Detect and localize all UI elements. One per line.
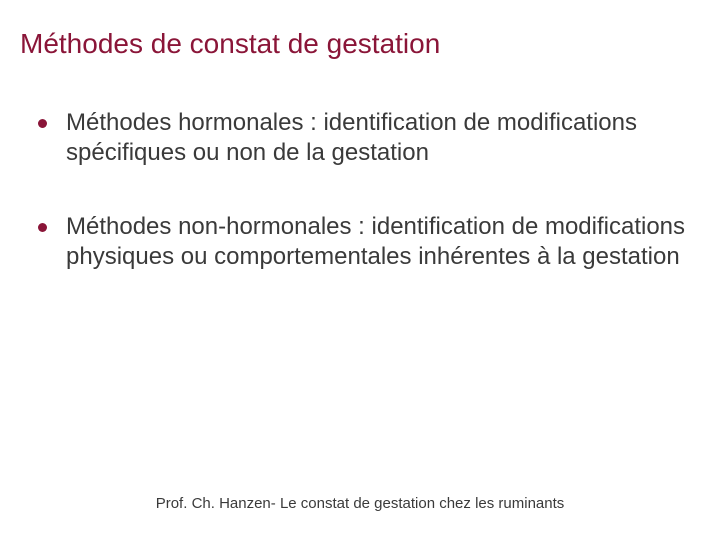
bullet-item: Méthodes hormonales : identification de … bbox=[38, 108, 700, 168]
bullet-list: Méthodes hormonales : identification de … bbox=[20, 108, 700, 272]
slide: Méthodes de constat de gestation Méthode… bbox=[0, 0, 720, 540]
bullet-item: Méthodes non-hormonales : identification… bbox=[38, 212, 700, 272]
slide-footer: Prof. Ch. Hanzen- Le constat de gestatio… bbox=[0, 495, 720, 512]
slide-title: Méthodes de constat de gestation bbox=[20, 28, 700, 60]
